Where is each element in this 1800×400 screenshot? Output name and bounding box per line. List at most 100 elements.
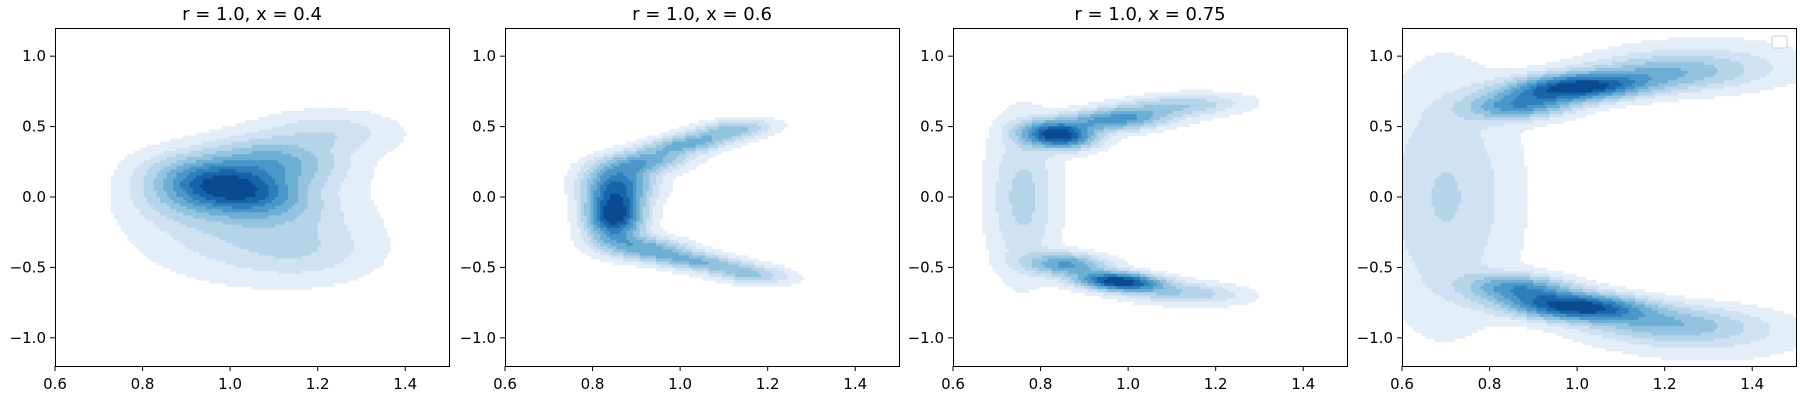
density-cell: [353, 197, 358, 201]
density-cell: [268, 203, 273, 207]
density-cell: [110, 200, 115, 204]
density-cell: [301, 224, 306, 229]
density-cell: [353, 117, 358, 121]
density-cell: [176, 230, 181, 235]
density-cell: [580, 218, 585, 223]
density-cell: [353, 255, 358, 260]
density-cell: [314, 126, 319, 130]
density-cell: [166, 236, 171, 241]
density-cell: [353, 264, 358, 269]
density-cell: [235, 230, 240, 235]
density-cell: [268, 190, 273, 195]
density-cell: [610, 153, 614, 158]
density-cell: [238, 230, 243, 235]
density-cell: [376, 243, 381, 247]
density-cell: [189, 141, 194, 146]
density-cell: [255, 126, 260, 130]
panel-1: 0.6 0.8 1.0 1.2 1.4−1.0−0.50.00.51.0r = 1.0,…: [10, 4, 450, 393]
density-cell: [324, 120, 329, 124]
density-cell: [245, 184, 250, 189]
density-cell: [389, 135, 394, 140]
density-cell: [580, 157, 585, 161]
density-cell: [606, 153, 611, 158]
density-cell: [393, 129, 398, 134]
density-cell: [350, 193, 355, 198]
density-cell: [340, 138, 345, 143]
density-cell: [215, 190, 220, 195]
density-cell: [215, 178, 220, 183]
density-cell: [596, 243, 601, 247]
density-cell: [613, 166, 618, 170]
density-cell: [212, 163, 217, 167]
density-cell: [288, 273, 292, 278]
density-cell: [176, 181, 181, 186]
density-cell: [600, 212, 605, 217]
density-cell: [294, 126, 299, 130]
density-cell: [386, 249, 391, 253]
density-cell: [274, 135, 279, 140]
density-cell: [209, 190, 214, 195]
density-cell: [206, 227, 210, 232]
density-cell: [163, 190, 168, 195]
density-cell: [606, 160, 611, 164]
density-cell: [179, 153, 184, 158]
density-cell: [327, 166, 332, 170]
density-cell: [235, 181, 240, 186]
density-cell: [248, 206, 253, 210]
density-cell: [192, 203, 197, 207]
density-cell: [366, 206, 371, 210]
density-cell: [196, 187, 201, 192]
density-cell: [281, 160, 286, 164]
density-cell: [373, 141, 378, 146]
density-cell: [215, 193, 220, 198]
density-cell: [127, 178, 132, 183]
density-cell: [202, 193, 207, 198]
density-cell: [294, 279, 299, 284]
density-cell: [606, 243, 611, 247]
density-cell: [212, 209, 217, 213]
density-cell: [297, 203, 302, 207]
density-cell: [196, 230, 201, 235]
density-cell: [606, 246, 611, 250]
density-cell: [360, 264, 365, 269]
density-cell: [577, 221, 582, 226]
density-cell: [291, 218, 296, 223]
density-cell: [288, 252, 292, 256]
density-cell: [366, 160, 371, 164]
density-cell: [606, 206, 611, 210]
density-cell: [186, 160, 191, 164]
density-cell: [334, 172, 338, 177]
density-cell: [271, 135, 276, 140]
density-cell: [176, 261, 181, 266]
density-cell: [229, 221, 233, 226]
density-cell: [209, 160, 214, 164]
density-cell: [219, 240, 224, 244]
density-cell: [258, 193, 263, 198]
density-cell: [163, 203, 168, 207]
density-cell: [340, 187, 345, 192]
density-cell: [268, 175, 273, 180]
density-cell: [153, 187, 158, 192]
density-cell: [626, 236, 631, 241]
density-cell: [153, 160, 158, 164]
density-cell: [245, 279, 250, 284]
density-cell: [212, 270, 217, 275]
density-cell: [284, 153, 289, 158]
density-cell: [222, 240, 227, 244]
density-cell: [183, 255, 187, 260]
density-cell: [242, 190, 247, 195]
density-cell: [209, 187, 214, 192]
density-cell: [373, 236, 378, 241]
density-cell: [330, 233, 335, 238]
density-cell: [317, 120, 322, 124]
density-cell: [271, 150, 276, 155]
density-cell: [301, 181, 306, 186]
density-cell: [261, 279, 266, 284]
density-cell: [209, 212, 214, 217]
density-cell: [317, 197, 322, 201]
density-cell: [212, 240, 217, 244]
density-cell: [596, 178, 601, 183]
density-cell: [281, 144, 286, 149]
density-cell: [317, 279, 322, 284]
density-cell: [173, 187, 178, 192]
